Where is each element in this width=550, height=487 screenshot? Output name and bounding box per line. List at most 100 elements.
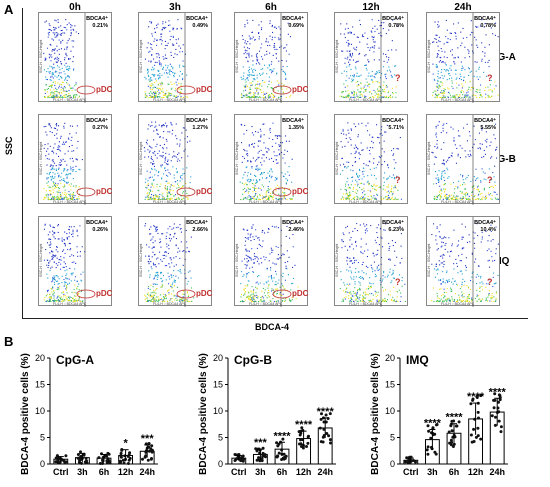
data-point <box>476 426 480 430</box>
unknown-population-marker: ? <box>487 277 493 287</box>
data-point <box>280 458 284 461</box>
row-header-cpg-a: CpG-A <box>484 52 516 63</box>
data-point <box>240 456 244 459</box>
data-point <box>98 462 102 465</box>
data-point <box>469 433 473 437</box>
data-point <box>255 449 259 453</box>
data-point <box>479 394 483 398</box>
data-point <box>306 441 310 445</box>
data-point <box>104 454 108 458</box>
data-point <box>143 455 147 459</box>
flow-plot: BDCA4⁺ 6.23%? FL4-H :: BDCA4 APC SSC-H :: S… <box>334 216 408 307</box>
gate-percentage: BDCA4⁺ 0.78% <box>382 16 404 29</box>
y-tick-label: 5 <box>390 433 395 443</box>
data-point <box>474 435 478 439</box>
row-header-imq: IMQ <box>490 256 510 267</box>
pdc-gate-label: pDC <box>292 289 309 298</box>
flow-plot: BDCA4⁺ 0.27% pDC FL4-H :: BDCA4 APC SSC-H ::… <box>38 114 112 205</box>
pdc-gate-label: pDC <box>96 289 113 298</box>
y-tick-label: 15 <box>385 380 395 390</box>
data-point <box>433 432 437 436</box>
data-point <box>282 452 286 456</box>
ssc-axis-title: SSC <box>4 136 14 155</box>
plot-x-axis-label: FL4-H :: BDCA4 APC <box>349 200 383 204</box>
gate-percentage: BDCA4⁺ 1.35% <box>282 118 304 131</box>
data-point <box>329 441 332 445</box>
x-tick-label: 3h <box>255 467 266 477</box>
data-point <box>307 434 310 438</box>
plot-x-axis-label: FL4-H :: BDCA4 APC <box>53 302 87 306</box>
column-header-6h: 6h <box>265 2 277 13</box>
significance-label: *** <box>141 433 155 445</box>
significance-label: **** <box>445 412 463 424</box>
gate-percentage: BDCA4⁺ 5.71% <box>382 118 404 131</box>
pdc-gate-label: pDC <box>292 187 309 196</box>
data-point <box>241 459 245 463</box>
pdc-gate-label: pDC <box>196 289 213 298</box>
gate-percentage: BDCA4⁺ 5.55% <box>474 118 496 131</box>
chart-title: IMQ <box>406 353 429 367</box>
data-point <box>97 456 101 460</box>
data-point <box>411 459 415 462</box>
data-point <box>490 414 494 418</box>
data-point <box>82 453 86 457</box>
data-point <box>427 429 431 433</box>
flow-plot: BDCA4⁺ 0.69% pDC FL4-H :: BDCA4 APC SSC-H ::… <box>234 12 308 103</box>
flow-plot: BDCA4⁺ 0.78%? FL4-H :: BDCA4 APC SSC-H :: S… <box>426 12 500 103</box>
column-header-12h: 12h <box>362 2 380 13</box>
flow-plot: BDCA4⁺ 1.35% pDC FL4-H :: BDCA4 APC SSC-H ::… <box>234 114 309 205</box>
data-point <box>493 392 497 396</box>
data-point <box>472 440 476 443</box>
x-tick-label: 12h <box>118 467 134 477</box>
data-point <box>472 427 476 431</box>
data-point <box>146 458 150 462</box>
plot-x-axis-label: FL4-H :: BDCA4 APC <box>249 200 283 204</box>
flow-plot: BDCA4⁺ 0.26% pDC FL4-H :: BDCA4 APC SSC-H ::… <box>38 216 113 307</box>
data-point <box>479 437 483 441</box>
x-tick-label: 6h <box>449 467 460 477</box>
column-header-0h: 0h <box>69 2 81 13</box>
data-point <box>322 427 326 431</box>
data-point <box>475 395 479 398</box>
data-point <box>429 436 433 440</box>
x-tick-label: 12h <box>296 467 312 477</box>
x-tick-label: 6h <box>99 467 110 477</box>
data-point <box>328 412 332 416</box>
flow-plot: BDCA4⁺ 5.71%? FL4-H :: BDCA4 APC SSC-H :: S… <box>334 114 408 205</box>
data-point <box>321 440 325 444</box>
unknown-population-marker: ? <box>487 73 493 83</box>
column-header-3h: 3h <box>169 2 181 13</box>
data-point <box>150 457 153 460</box>
flow-plot: BDCA4⁺ 5.55%? FL4-H :: BDCA4 APC SSC-H :: S… <box>426 114 500 205</box>
gate-percentage: BDCA4⁺ 0.21% <box>86 16 108 29</box>
plot-x-axis-label: FL4-H :: BDCA4 APC <box>441 200 475 204</box>
y-axis-label: BDCA-4 positive cells (%) <box>20 353 31 475</box>
data-point <box>141 457 144 461</box>
data-point <box>233 453 237 456</box>
data-point <box>147 449 151 453</box>
data-point <box>404 460 408 464</box>
unknown-population-marker: ? <box>395 175 401 185</box>
data-point <box>447 430 451 434</box>
significance-label: **** <box>489 386 507 398</box>
data-point <box>54 460 58 464</box>
y-tick-label: 20 <box>35 353 45 363</box>
data-point <box>471 398 475 402</box>
data-point <box>497 400 500 404</box>
data-point <box>64 460 68 464</box>
data-point <box>264 455 267 459</box>
y-tick-label: 0 <box>218 459 223 469</box>
data-point <box>320 412 323 416</box>
data-point <box>76 456 80 460</box>
plot-x-axis-label: FL4-H :: BDCA4 APC <box>53 98 87 102</box>
flow-plot: BDCA4⁺ 0.78%? FL4-H :: BDCA4 APC SSC-H :: S… <box>334 12 408 103</box>
x-tick-label: 24h <box>139 467 155 477</box>
data-point <box>277 442 281 446</box>
flow-plot: BDCA4⁺ 0.21% pDC FL4-H :: BDCA4 APC SSC-H ::… <box>38 12 112 103</box>
x-tick-label: Ctrl <box>53 467 69 477</box>
unknown-population-marker: ? <box>395 277 401 287</box>
flow-plot: BDCA4⁺ 10.4%? FL4-H :: BDCA4 APC SSC-H :: S… <box>426 216 500 307</box>
data-point <box>121 458 125 462</box>
data-point <box>497 419 501 423</box>
data-point <box>454 424 458 428</box>
